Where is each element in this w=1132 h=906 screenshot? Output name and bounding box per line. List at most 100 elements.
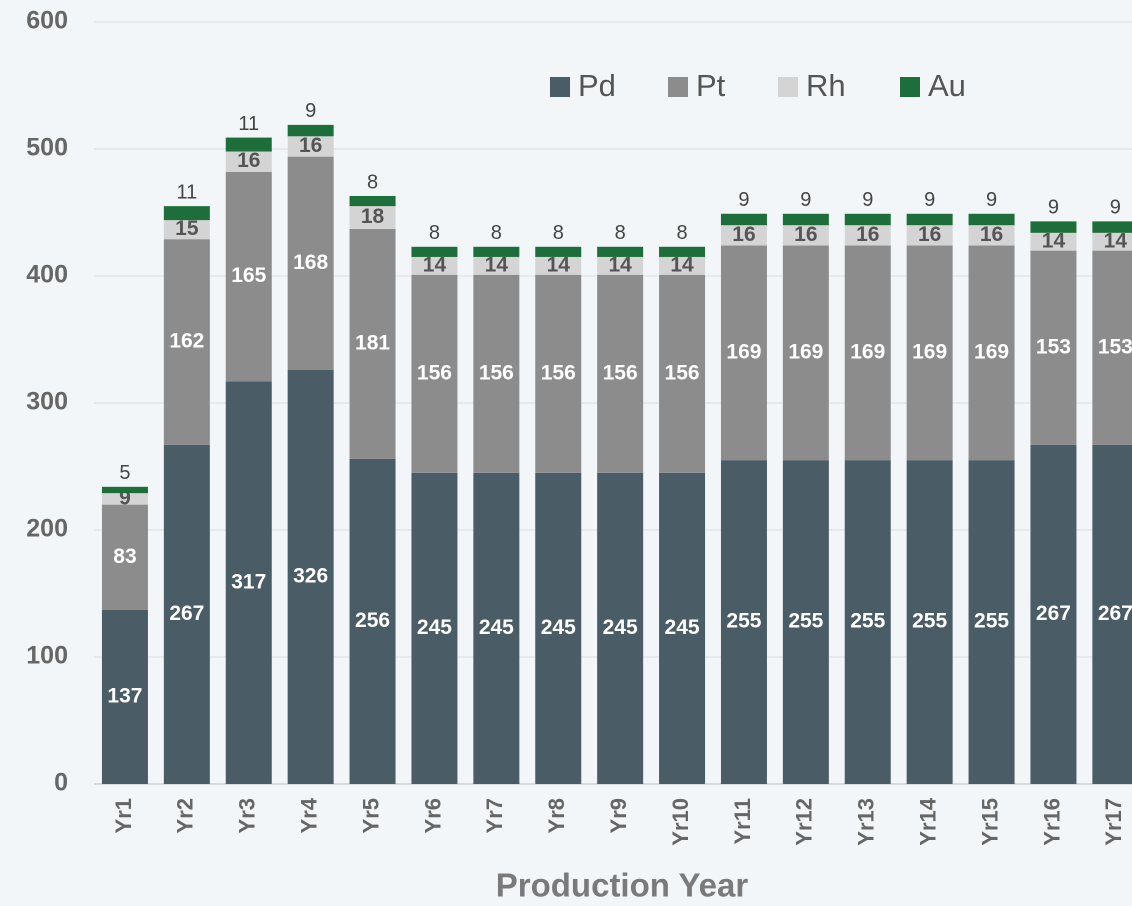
- data-label: 14: [1042, 229, 1066, 252]
- data-label: 8: [553, 222, 564, 244]
- bar-segment: [659, 274, 706, 473]
- bar-segment: [720, 245, 767, 461]
- bar-segment: [473, 256, 520, 275]
- bar-segment: [1030, 232, 1077, 251]
- data-label: 255: [788, 610, 823, 633]
- bar-segment: [906, 460, 953, 784]
- bar-segment: [163, 220, 210, 240]
- bar-segment: [101, 610, 148, 784]
- data-label: 9: [305, 100, 316, 122]
- y-tick-label: 600: [26, 7, 68, 35]
- data-label: 169: [726, 340, 761, 363]
- bar-segment: [535, 274, 582, 473]
- bar-segment: [1092, 250, 1132, 445]
- bar-segment: [782, 245, 829, 461]
- data-label: 181: [355, 331, 390, 354]
- bar-segment: [473, 472, 520, 784]
- bar-segment: [473, 274, 520, 473]
- data-label: 156: [603, 361, 638, 384]
- x-tick-label: Yr15: [977, 798, 1002, 846]
- data-label: 16: [918, 223, 941, 246]
- legend-swatch: [550, 77, 570, 97]
- data-label: 267: [1036, 602, 1071, 625]
- bar-segment: [411, 274, 458, 473]
- bar-segment: [1092, 232, 1132, 251]
- bar-segment: [225, 137, 272, 152]
- data-label: 14: [547, 253, 571, 276]
- x-tick-label: Yr12: [792, 798, 817, 846]
- bar-segment: [782, 460, 829, 784]
- bar-segment: [349, 195, 396, 207]
- x-tick-label: Yr13: [854, 798, 879, 846]
- x-tick-label: Yr9: [606, 798, 631, 833]
- bar-segment: [101, 493, 148, 505]
- data-label: 11: [238, 113, 259, 135]
- bar-segment: [906, 213, 953, 226]
- bar-segment: [349, 458, 396, 784]
- bar-segment: [101, 486, 148, 494]
- data-label: 14: [1104, 229, 1128, 252]
- x-axis-title: Production Year: [496, 867, 749, 904]
- bar-segment: [411, 256, 458, 275]
- data-label: 9: [800, 189, 811, 211]
- data-label: 14: [608, 253, 632, 276]
- data-label: 16: [794, 223, 817, 246]
- data-label: 16: [732, 223, 755, 246]
- bar-segment: [163, 444, 210, 784]
- data-label: 153: [1036, 335, 1071, 358]
- bar-segment: [659, 256, 706, 275]
- bar-segment: [659, 246, 706, 257]
- y-tick-label: 0: [54, 769, 68, 797]
- bar-segment: [287, 136, 334, 157]
- x-tick-label: Yr17: [1101, 798, 1126, 846]
- bar-segment: [597, 472, 644, 784]
- bar-segment: [720, 225, 767, 246]
- data-label: 162: [169, 330, 204, 353]
- y-tick-label: 100: [26, 642, 68, 670]
- data-label: 169: [912, 340, 947, 363]
- bar-segment: [163, 239, 210, 445]
- bar-segment: [287, 156, 334, 370]
- x-tick-label: Yr11: [730, 798, 755, 845]
- x-tick-label: Yr10: [668, 798, 693, 846]
- y-tick-label: 400: [26, 261, 68, 289]
- bar-segment: [225, 151, 272, 172]
- data-label: 245: [417, 616, 452, 639]
- bar-segment: [1030, 221, 1077, 233]
- bar-segment: [163, 206, 210, 221]
- bar-segment: [720, 213, 767, 226]
- data-label: 165: [231, 264, 266, 287]
- data-label: 245: [603, 616, 638, 639]
- bar-segment: [968, 245, 1015, 461]
- data-label: 18: [361, 205, 385, 228]
- legend-label: Pt: [696, 68, 726, 103]
- data-label: 9: [119, 486, 131, 509]
- data-label: 245: [665, 616, 700, 639]
- data-label: 5: [119, 462, 130, 484]
- bar-segment: [782, 213, 829, 226]
- bar-segment: [1030, 444, 1077, 784]
- x-tick-label: Yr7: [482, 798, 507, 833]
- bar-segment: [844, 245, 891, 461]
- data-label: 256: [355, 609, 390, 632]
- bar-segment: [597, 256, 644, 275]
- data-label: 245: [479, 616, 514, 639]
- legend-swatch: [778, 77, 798, 97]
- bar-segment: [535, 256, 582, 275]
- legend-label: Au: [928, 68, 966, 103]
- data-label: 16: [299, 134, 322, 157]
- data-label: 137: [107, 685, 142, 708]
- data-label: 14: [485, 253, 509, 276]
- bar-segment: [349, 206, 396, 230]
- data-label: 156: [417, 361, 452, 384]
- data-label: 16: [856, 223, 879, 246]
- bar-segment: [287, 124, 334, 137]
- data-label: 317: [231, 570, 266, 593]
- bar-segment: [844, 213, 891, 226]
- bar-segment: [411, 472, 458, 784]
- x-tick-label: Yr2: [173, 798, 198, 833]
- bar-segment: [411, 246, 458, 257]
- bar-segment: [844, 460, 891, 784]
- data-label: 255: [726, 610, 761, 633]
